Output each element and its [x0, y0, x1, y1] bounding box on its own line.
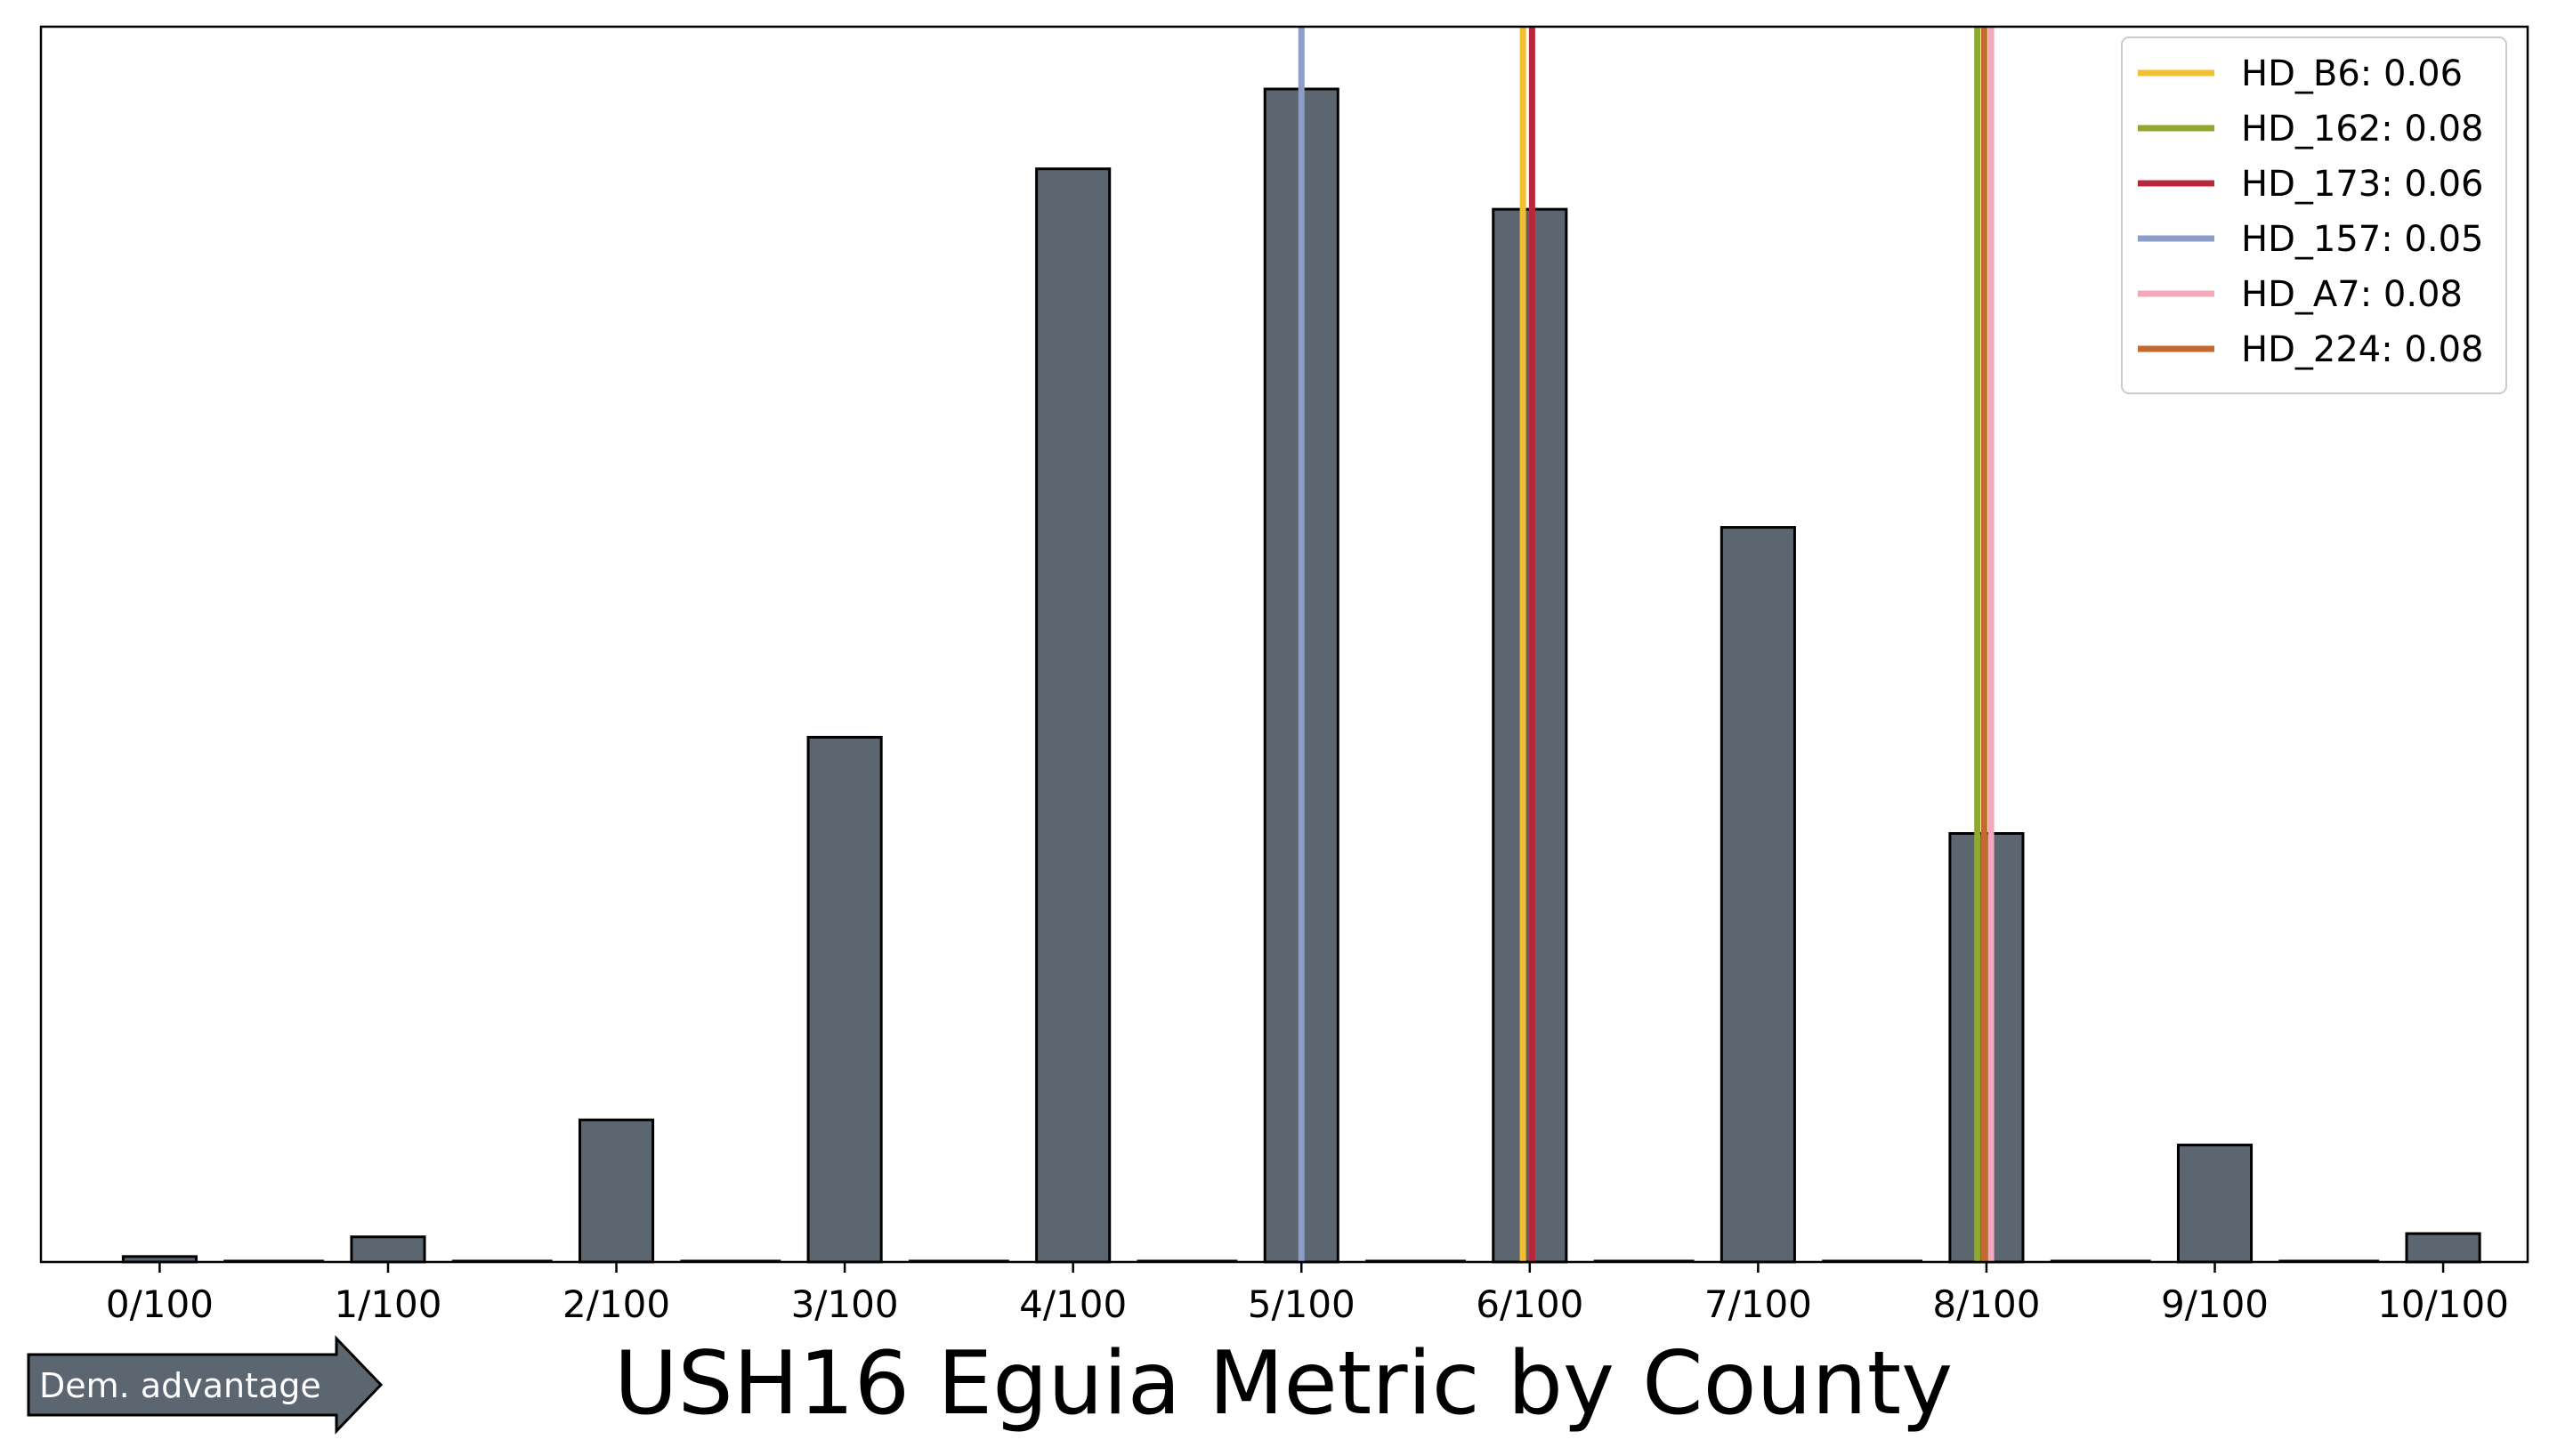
chart-title: USH16 Eguia Metric by County — [614, 1333, 1953, 1435]
bar-7-100 — [1720, 526, 1796, 1264]
x-tick-label: 0/100 — [106, 1282, 214, 1326]
bar-2-100 — [578, 1118, 655, 1264]
x-tick-label: 7/100 — [1704, 1282, 1812, 1326]
legend-box — [2121, 36, 2507, 394]
x-tick-label: 6/100 — [1476, 1282, 1583, 1326]
legend: HD_B6: 0.06 HD_162: 0.08 HD_173: 0.06 HD_15… — [2121, 36, 2507, 394]
legend-label: HD_157: 0.05 — [2241, 219, 2483, 260]
x-tick-label: 3/100 — [791, 1282, 899, 1326]
bar-3-100 — [806, 735, 883, 1264]
plot-frame — [39, 25, 2529, 1264]
x-tick-label: 5/100 — [1248, 1282, 1355, 1326]
x-tick-label: 2/100 — [562, 1282, 670, 1326]
arrow-label: Dem. advantage — [39, 1366, 321, 1405]
legend-label: HD_B6: 0.06 — [2241, 53, 2463, 94]
bar-1-100 — [350, 1235, 426, 1264]
bar-10-100 — [2405, 1232, 2481, 1264]
legend-label: HD_224: 0.08 — [2241, 329, 2483, 370]
x-tick-label: 1/100 — [334, 1282, 441, 1326]
x-tick-label: 8/100 — [1932, 1282, 2040, 1326]
reference-lines-group — [1298, 27, 1995, 1262]
legend-label: HD_A7: 0.08 — [2241, 274, 2463, 315]
dem-advantage-arrow: Dem. advantage — [27, 1335, 384, 1435]
x-tick-label: 10/100 — [2377, 1282, 2509, 1326]
bar-9-100 — [2176, 1144, 2254, 1264]
x-tick-label: 9/100 — [2161, 1282, 2269, 1326]
legend-label: HD_162: 0.08 — [2241, 109, 2483, 150]
x-tick-label: 4/100 — [1019, 1282, 1127, 1326]
arrow-shape — [27, 1335, 384, 1435]
legend-label: HD_173: 0.06 — [2241, 164, 2483, 205]
bar-4-100 — [1035, 167, 1112, 1264]
x-axis-ticks: 0/100 1/100 2/100 3/100 4/100 5/100 6/100 7/100… — [106, 1262, 2509, 1326]
